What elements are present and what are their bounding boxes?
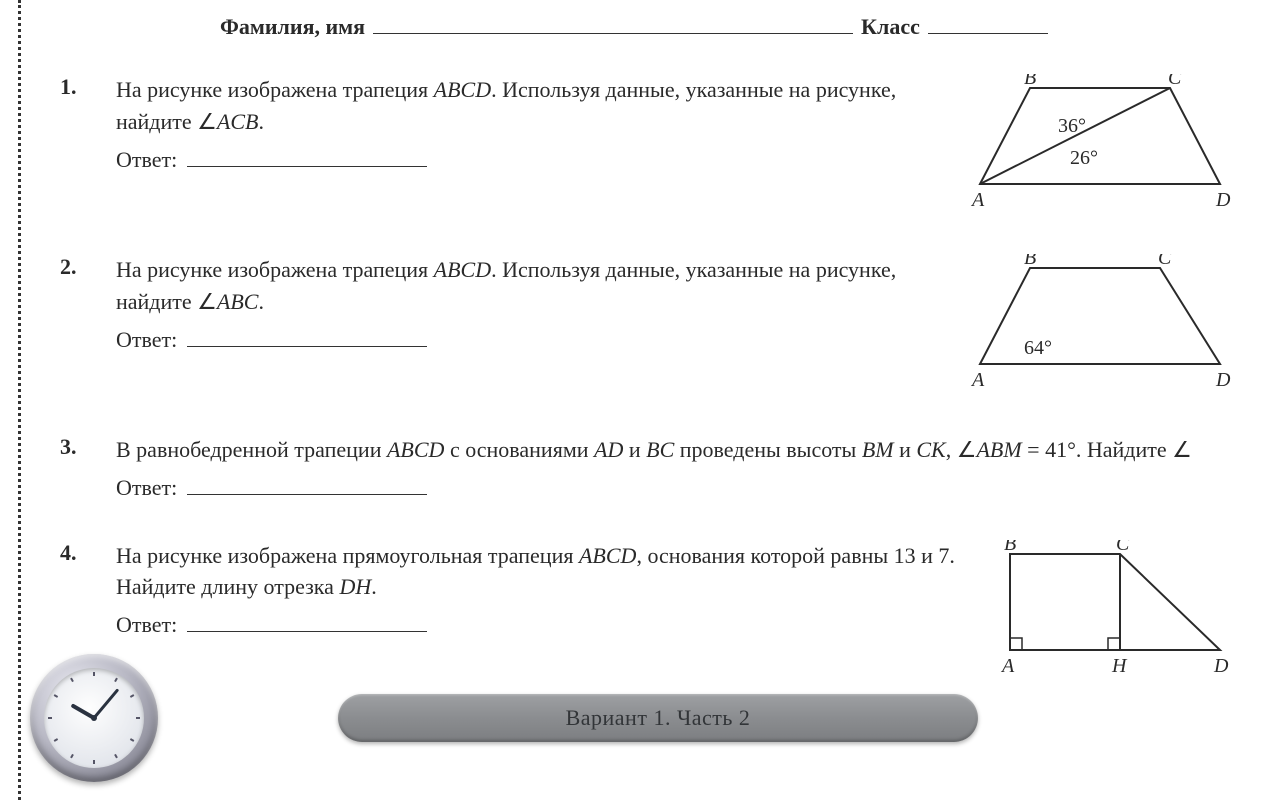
problem-number: 3. xyxy=(60,434,92,460)
svg-text:36°: 36° xyxy=(1058,115,1086,137)
text-fragment: ABC xyxy=(217,289,259,314)
trapezoid-angle-svg: 64° B C A D xyxy=(960,254,1240,389)
problems-list: 1. На рисунке изображена трапеция ABCD. … xyxy=(60,74,1240,683)
problem-text: В равнобедренной трапеции ABCD с основан… xyxy=(116,434,1240,504)
answer-input-line[interactable] xyxy=(187,329,427,347)
svg-text:A: A xyxy=(970,189,985,209)
text-fragment: BC xyxy=(646,437,674,462)
text-fragment: AD xyxy=(594,437,623,462)
text-fragment: и xyxy=(894,437,917,462)
text-fragment: с основаниями xyxy=(444,437,594,462)
svg-text:C: C xyxy=(1168,74,1182,89)
answer-label: Ответ: xyxy=(116,324,177,356)
name-input-line[interactable] xyxy=(373,14,853,34)
svg-text:26°: 26° xyxy=(1070,147,1098,169)
worksheet-page: Фамилия, имя Класс 1. На рисунке изображ… xyxy=(0,0,1280,683)
figure-2: 64° B C A D xyxy=(960,254,1240,398)
problem-2: 2. На рисунке изображена трапеция ABCD. … xyxy=(60,254,1240,398)
svg-text:A: A xyxy=(970,369,985,389)
answer-row: Ответ: xyxy=(116,324,940,356)
svg-text:C: C xyxy=(1116,540,1130,555)
text-fragment: проведены высоты xyxy=(674,437,862,462)
problem-1: 1. На рисунке изображена трапеция ABCD. … xyxy=(60,74,1240,218)
text-fragment: ABCD xyxy=(434,257,491,282)
answer-row: Ответ: xyxy=(116,472,1240,504)
text-fragment: и xyxy=(623,437,646,462)
problem-number: 2. xyxy=(60,254,92,280)
text-fragment: На рисунке изображена трапеция xyxy=(116,257,434,282)
clock-face-svg xyxy=(44,668,144,768)
text-fragment: CK xyxy=(916,437,945,462)
footer: Вариант 1. Часть 2 xyxy=(0,654,1280,782)
problem-text: На рисунке изображена трапеция ABCD. Исп… xyxy=(116,74,940,218)
header-row: Фамилия, имя Класс xyxy=(60,14,1240,40)
text-fragment: На рисунке изображена трапеция xyxy=(116,77,434,102)
problem-3: 3. В равнобедренной трапеции ABCD с осно… xyxy=(60,434,1240,504)
text-fragment: . xyxy=(258,289,264,314)
text-fragment: = 41°. Найдите ∠ xyxy=(1022,437,1192,462)
svg-text:D: D xyxy=(1215,369,1231,389)
class-input-line[interactable] xyxy=(928,14,1048,34)
problem-number: 1. xyxy=(60,74,92,100)
answer-input-line[interactable] xyxy=(187,149,427,167)
text-fragment: ABCD xyxy=(434,77,491,102)
text-fragment: . xyxy=(371,574,377,599)
class-label: Класс xyxy=(861,14,920,40)
answer-label: Ответ: xyxy=(116,144,177,176)
variant-pill: Вариант 1. Часть 2 xyxy=(338,694,978,742)
text-fragment: . xyxy=(258,109,264,134)
svg-text:B: B xyxy=(1004,540,1016,555)
text-fragment: ACB xyxy=(217,109,259,134)
text-fragment: В равнобедренной трапеции xyxy=(116,437,387,462)
figure-1: 36° 26° B C A D xyxy=(960,74,1240,218)
problem-number: 4. xyxy=(60,540,92,566)
problem-text: На рисунке изображена трапеция ABCD. Исп… xyxy=(116,254,940,398)
answer-input-line[interactable] xyxy=(187,614,427,632)
variant-label: Вариант 1. Часть 2 xyxy=(566,705,751,731)
answer-input-line[interactable] xyxy=(187,477,427,495)
svg-text:B: B xyxy=(1024,254,1036,269)
svg-text:D: D xyxy=(1215,189,1231,209)
clock-icon xyxy=(30,654,158,782)
text-fragment: ABCD xyxy=(579,543,636,568)
trapezoid-diagonal-svg: 36° 26° B C A D xyxy=(960,74,1240,209)
text-fragment: ABM xyxy=(976,437,1021,462)
text-fragment: На рисунке изображена прямоугольная трап… xyxy=(116,543,579,568)
svg-text:C: C xyxy=(1158,254,1172,269)
svg-text:64°: 64° xyxy=(1024,337,1052,359)
text-fragment: , ∠ xyxy=(946,437,977,462)
answer-label: Ответ: xyxy=(116,609,177,641)
svg-text:B: B xyxy=(1024,74,1036,89)
answer-label: Ответ: xyxy=(116,472,177,504)
answer-row: Ответ: xyxy=(116,144,940,176)
text-fragment: BM xyxy=(862,437,894,462)
text-fragment: ABCD xyxy=(387,437,444,462)
text-fragment: DH xyxy=(339,574,371,599)
answer-row: Ответ: xyxy=(116,609,970,641)
name-label: Фамилия, имя xyxy=(220,14,365,40)
